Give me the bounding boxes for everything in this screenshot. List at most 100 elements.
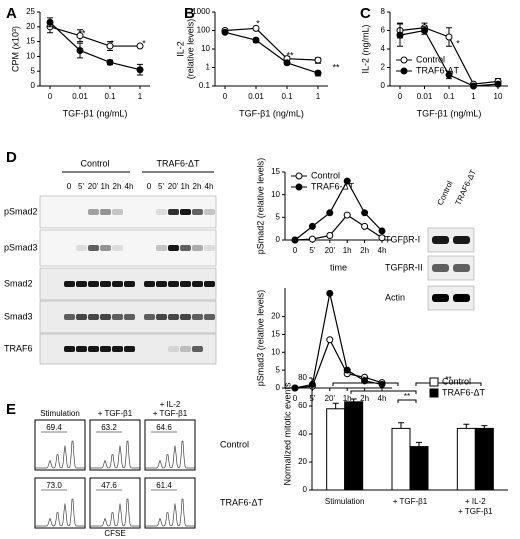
panel-letter: C (360, 5, 371, 22)
band (76, 281, 87, 287)
x-tick-label: 1h (343, 394, 352, 403)
band (144, 281, 155, 287)
time-label: 4h (205, 182, 214, 191)
x-tick-label: 0.01 (72, 92, 88, 101)
y-tick-label: 0 (276, 235, 281, 244)
histogram (145, 498, 195, 527)
data-point (106, 58, 114, 66)
time-label: 2h (113, 182, 122, 191)
series-line (224, 27, 319, 61)
band (76, 346, 87, 352)
blot-row-label: TGFβR-I (385, 234, 420, 244)
flow-plot (89, 477, 141, 529)
data-point (221, 28, 229, 36)
band (168, 314, 179, 320)
histogram (35, 440, 85, 469)
data-point (361, 209, 369, 217)
band (204, 209, 215, 215)
significance: ** (78, 28, 86, 38)
band (192, 209, 203, 215)
data-point (378, 227, 386, 235)
x-tick-label: 0.1 (443, 92, 455, 101)
y-tick-label: 60 (298, 401, 307, 410)
gate-percentage: 63.2 (101, 423, 117, 432)
band (156, 281, 167, 287)
gate-percentage: 73.0 (46, 481, 62, 490)
y-tick-label: 0 (303, 485, 308, 494)
significance: ** (445, 375, 451, 384)
series-line (49, 21, 141, 71)
histogram (145, 440, 195, 469)
x-axis-label: time (330, 262, 347, 272)
bar (409, 446, 429, 491)
data-point (343, 211, 351, 219)
data-point (314, 69, 322, 77)
flow-x-label: CFSE (104, 529, 125, 538)
gate-percentage: 69.4 (46, 423, 62, 432)
data-point (326, 336, 334, 344)
legend-label: TRAF6-ΔT (416, 65, 460, 75)
significance: ** (404, 392, 410, 401)
x-tick-label: 5' (309, 394, 315, 403)
x-tick-label: + TGF-β1 (393, 497, 428, 506)
histogram (90, 498, 140, 527)
band (124, 314, 135, 320)
x-tick-label: 1 (138, 92, 143, 101)
data-point (283, 59, 291, 67)
data-point (494, 80, 502, 88)
blot-row-label: Smad2 (4, 278, 33, 288)
data-point (445, 71, 453, 79)
data-point (378, 234, 386, 242)
flow-plot (34, 419, 86, 471)
band (100, 346, 111, 352)
band (180, 314, 191, 320)
panel-letter: B (184, 5, 195, 22)
y-tick-label: 20 (26, 22, 35, 31)
band (76, 245, 87, 251)
band (100, 209, 111, 215)
gate-percentage: 47.6 (101, 481, 117, 490)
flow-plot (89, 419, 141, 471)
data-point (470, 82, 477, 90)
x-tick-label: 0 (293, 246, 298, 255)
time-label: 20' (88, 182, 99, 191)
flow-plot (144, 477, 196, 529)
band (204, 245, 215, 251)
legend-label: Control (416, 54, 445, 64)
y-tick-label: 40 (298, 429, 307, 438)
band (112, 209, 123, 215)
x-axis-label: TGF-β1 (ng/mL) (417, 108, 482, 118)
legend-label: TRAF6-ΔT (442, 387, 486, 397)
band (168, 245, 179, 251)
series-line (294, 338, 383, 389)
gate-percentage: 64.6 (156, 423, 172, 432)
significance: * (382, 383, 385, 392)
data-point (106, 42, 114, 50)
data-point (252, 36, 260, 44)
series-line (294, 179, 383, 241)
legend-marker (295, 183, 303, 191)
x-axis-label: TGF-β1 (ng/mL) (239, 108, 304, 118)
y-axis-label: pSmad3 (relative levels) (255, 290, 265, 387)
time-label: 2h (193, 182, 202, 191)
panel-letter: D (6, 149, 17, 166)
flow-column-label: + IL-2 (160, 400, 181, 409)
time-label: 5' (78, 182, 84, 191)
blot-group: Control (80, 158, 109, 168)
x-tick-label: 2h (360, 394, 369, 403)
y-tick-label: 15 (271, 167, 280, 176)
data-point (291, 236, 299, 244)
x-tick-label: 0.01 (248, 92, 264, 101)
y-axis-label: IL-2 (ng/mL) (360, 24, 370, 73)
y-tick-label: 5 (276, 212, 281, 221)
y-tick-label: 0.1 (199, 81, 211, 90)
panel-letter: E (6, 401, 16, 418)
x-tick-label: 20' (325, 246, 336, 255)
x-tick-label: 1h (343, 246, 352, 255)
band (453, 236, 470, 244)
y-tick-label: 8 (381, 7, 386, 16)
band (192, 314, 203, 320)
band (88, 245, 99, 251)
band (204, 314, 215, 320)
